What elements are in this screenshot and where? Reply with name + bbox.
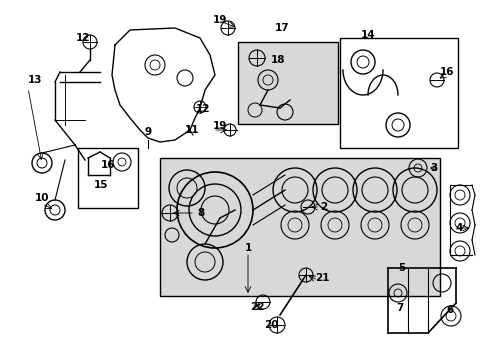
Text: 18: 18 bbox=[270, 55, 285, 65]
Text: 2: 2 bbox=[319, 202, 326, 212]
Text: 13: 13 bbox=[28, 75, 42, 85]
Text: 16: 16 bbox=[439, 67, 453, 77]
Text: 12: 12 bbox=[76, 33, 90, 43]
Text: 14: 14 bbox=[360, 30, 375, 40]
Text: 6: 6 bbox=[445, 305, 452, 315]
Bar bbox=[160, 158, 439, 296]
Text: 5: 5 bbox=[398, 263, 405, 273]
Text: 7: 7 bbox=[395, 303, 403, 313]
Text: 19: 19 bbox=[212, 15, 227, 25]
Text: 11: 11 bbox=[184, 125, 199, 135]
Text: 16: 16 bbox=[101, 160, 115, 170]
Text: 15: 15 bbox=[94, 180, 108, 190]
Text: 12: 12 bbox=[196, 104, 210, 114]
Text: 21: 21 bbox=[314, 273, 329, 283]
Bar bbox=[78, 148, 138, 208]
Bar bbox=[238, 42, 337, 124]
Text: 3: 3 bbox=[429, 163, 436, 173]
Text: 20: 20 bbox=[263, 320, 278, 330]
Text: 1: 1 bbox=[244, 243, 251, 253]
Text: 4: 4 bbox=[455, 223, 463, 233]
Text: 9: 9 bbox=[144, 127, 151, 137]
Text: 8: 8 bbox=[197, 208, 204, 218]
Text: 17: 17 bbox=[274, 23, 289, 33]
Bar bbox=[339, 38, 457, 148]
Text: 22: 22 bbox=[249, 302, 264, 312]
Text: 10: 10 bbox=[35, 193, 49, 203]
Text: 19: 19 bbox=[213, 121, 227, 131]
